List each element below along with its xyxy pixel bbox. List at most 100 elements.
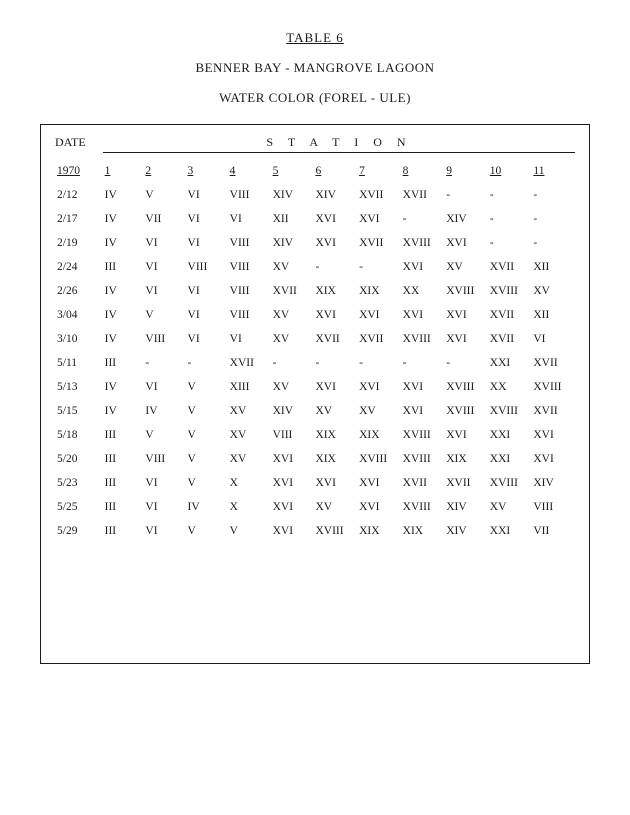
- cell-value: VIII: [186, 255, 228, 279]
- cell-value: -: [401, 351, 445, 375]
- cell-value: VI: [143, 255, 185, 279]
- cell-value: VI: [143, 471, 185, 495]
- table-row: 2/17IVVIIVIVIXIIXVIXVI-XIV--: [55, 207, 575, 231]
- cell-value: XIX: [444, 447, 488, 471]
- cell-value: XV: [271, 255, 314, 279]
- cell-value: XVI: [444, 231, 488, 255]
- cell-value: XVI: [313, 207, 357, 231]
- table-row: 5/13IVVIVXIIIXVXVIXVIXVIXVIIIXXXVIII: [55, 375, 575, 399]
- cell-value: XII: [531, 255, 575, 279]
- col-8: 8: [401, 159, 445, 183]
- cell-value: XV: [271, 327, 314, 351]
- cell-value: XVI: [401, 399, 445, 423]
- cell-value: III: [103, 423, 144, 447]
- cell-value: VII: [143, 207, 185, 231]
- col-1: 1: [103, 159, 144, 183]
- cell-value: VIII: [228, 183, 271, 207]
- cell-value: VIII: [228, 255, 271, 279]
- cell-value: -: [271, 351, 314, 375]
- cell-value: VI: [186, 231, 228, 255]
- cell-value: VI: [143, 231, 185, 255]
- cell-value: -: [444, 351, 488, 375]
- col-2: 2: [143, 159, 185, 183]
- table-row: 5/29IIIVIVVXVIXVIIIXIXXIXXIVXXIVII: [55, 519, 575, 543]
- cell-value: XIII: [228, 375, 271, 399]
- cell-value: IV: [103, 231, 144, 255]
- table-body: 2/12IVVVIVIIIXIVXIVXVIIXVII---2/17IVVIIV…: [55, 183, 575, 543]
- cell-value: XVII: [228, 351, 271, 375]
- cell-date: 3/10: [55, 327, 103, 351]
- cell-value: XVII: [357, 231, 401, 255]
- cell-value: XVII: [357, 183, 401, 207]
- header-date: DATE: [55, 135, 103, 150]
- cell-value: VII: [531, 519, 575, 543]
- cell-value: XVIII: [444, 399, 488, 423]
- cell-value: XV: [228, 399, 271, 423]
- cell-value: VI: [186, 183, 228, 207]
- cell-value: VIII: [531, 495, 575, 519]
- table-row: 5/23IIIVIVXXVIXVIXVIXVIIXVIIXVIIIXIV: [55, 471, 575, 495]
- header-station: S T A T I O N: [103, 135, 575, 153]
- cell-value: IV: [103, 207, 144, 231]
- cell-value: III: [103, 519, 144, 543]
- cell-date: 5/23: [55, 471, 103, 495]
- cell-value: VIII: [228, 231, 271, 255]
- cell-value: IV: [186, 495, 228, 519]
- data-table: 1970 1 2 3 4 5 6 7 8 9 10 11 2/12IVVVIVI…: [55, 159, 575, 543]
- cell-value: XV: [271, 303, 314, 327]
- table-frame: DATE S T A T I O N 1970 1 2 3 4 5 6 7 8 …: [40, 124, 590, 664]
- col-3: 3: [186, 159, 228, 183]
- cell-value: XVI: [531, 447, 575, 471]
- cell-value: X: [228, 471, 271, 495]
- cell-value: XVIII: [488, 279, 532, 303]
- cell-value: XVI: [444, 327, 488, 351]
- col-year: 1970: [55, 159, 103, 183]
- col-10: 10: [488, 159, 532, 183]
- cell-value: IV: [103, 183, 144, 207]
- cell-value: XIV: [271, 231, 314, 255]
- cell-value: XVIII: [401, 231, 445, 255]
- cell-value: XV: [228, 423, 271, 447]
- cell-value: XIV: [271, 399, 314, 423]
- cell-date: 2/17: [55, 207, 103, 231]
- cell-value: XVI: [271, 519, 314, 543]
- cell-value: XV: [357, 399, 401, 423]
- cell-value: XVI: [401, 255, 445, 279]
- cell-value: XV: [444, 255, 488, 279]
- cell-value: VI: [143, 519, 185, 543]
- cell-date: 2/24: [55, 255, 103, 279]
- cell-date: 2/26: [55, 279, 103, 303]
- cell-value: V: [143, 303, 185, 327]
- cell-value: XVI: [531, 423, 575, 447]
- cell-value: VI: [186, 279, 228, 303]
- cell-value: IV: [103, 399, 144, 423]
- cell-value: XX: [488, 375, 532, 399]
- cell-value: V: [186, 375, 228, 399]
- cell-value: XXI: [488, 447, 532, 471]
- cell-value: XIX: [401, 519, 445, 543]
- cell-value: XIX: [357, 279, 401, 303]
- cell-value: VI: [186, 303, 228, 327]
- cell-value: XVII: [531, 399, 575, 423]
- cell-date: 5/29: [55, 519, 103, 543]
- cell-value: VI: [143, 495, 185, 519]
- cell-value: XVI: [401, 375, 445, 399]
- cell-value: V: [143, 183, 185, 207]
- col-9: 9: [444, 159, 488, 183]
- cell-value: VI: [186, 207, 228, 231]
- col-4: 4: [228, 159, 271, 183]
- cell-value: -: [357, 351, 401, 375]
- cell-value: VIII: [228, 279, 271, 303]
- cell-value: XVII: [401, 471, 445, 495]
- measure-title: WATER COLOR (FOREL - ULE): [40, 90, 590, 106]
- cell-value: XVI: [357, 207, 401, 231]
- cell-value: -: [357, 255, 401, 279]
- cell-value: XIV: [313, 183, 357, 207]
- cell-value: IV: [103, 327, 144, 351]
- cell-value: -: [531, 183, 575, 207]
- cell-value: XVIII: [401, 423, 445, 447]
- cell-value: -: [143, 351, 185, 375]
- cell-date: 5/25: [55, 495, 103, 519]
- cell-value: -: [531, 207, 575, 231]
- cell-value: XVI: [444, 423, 488, 447]
